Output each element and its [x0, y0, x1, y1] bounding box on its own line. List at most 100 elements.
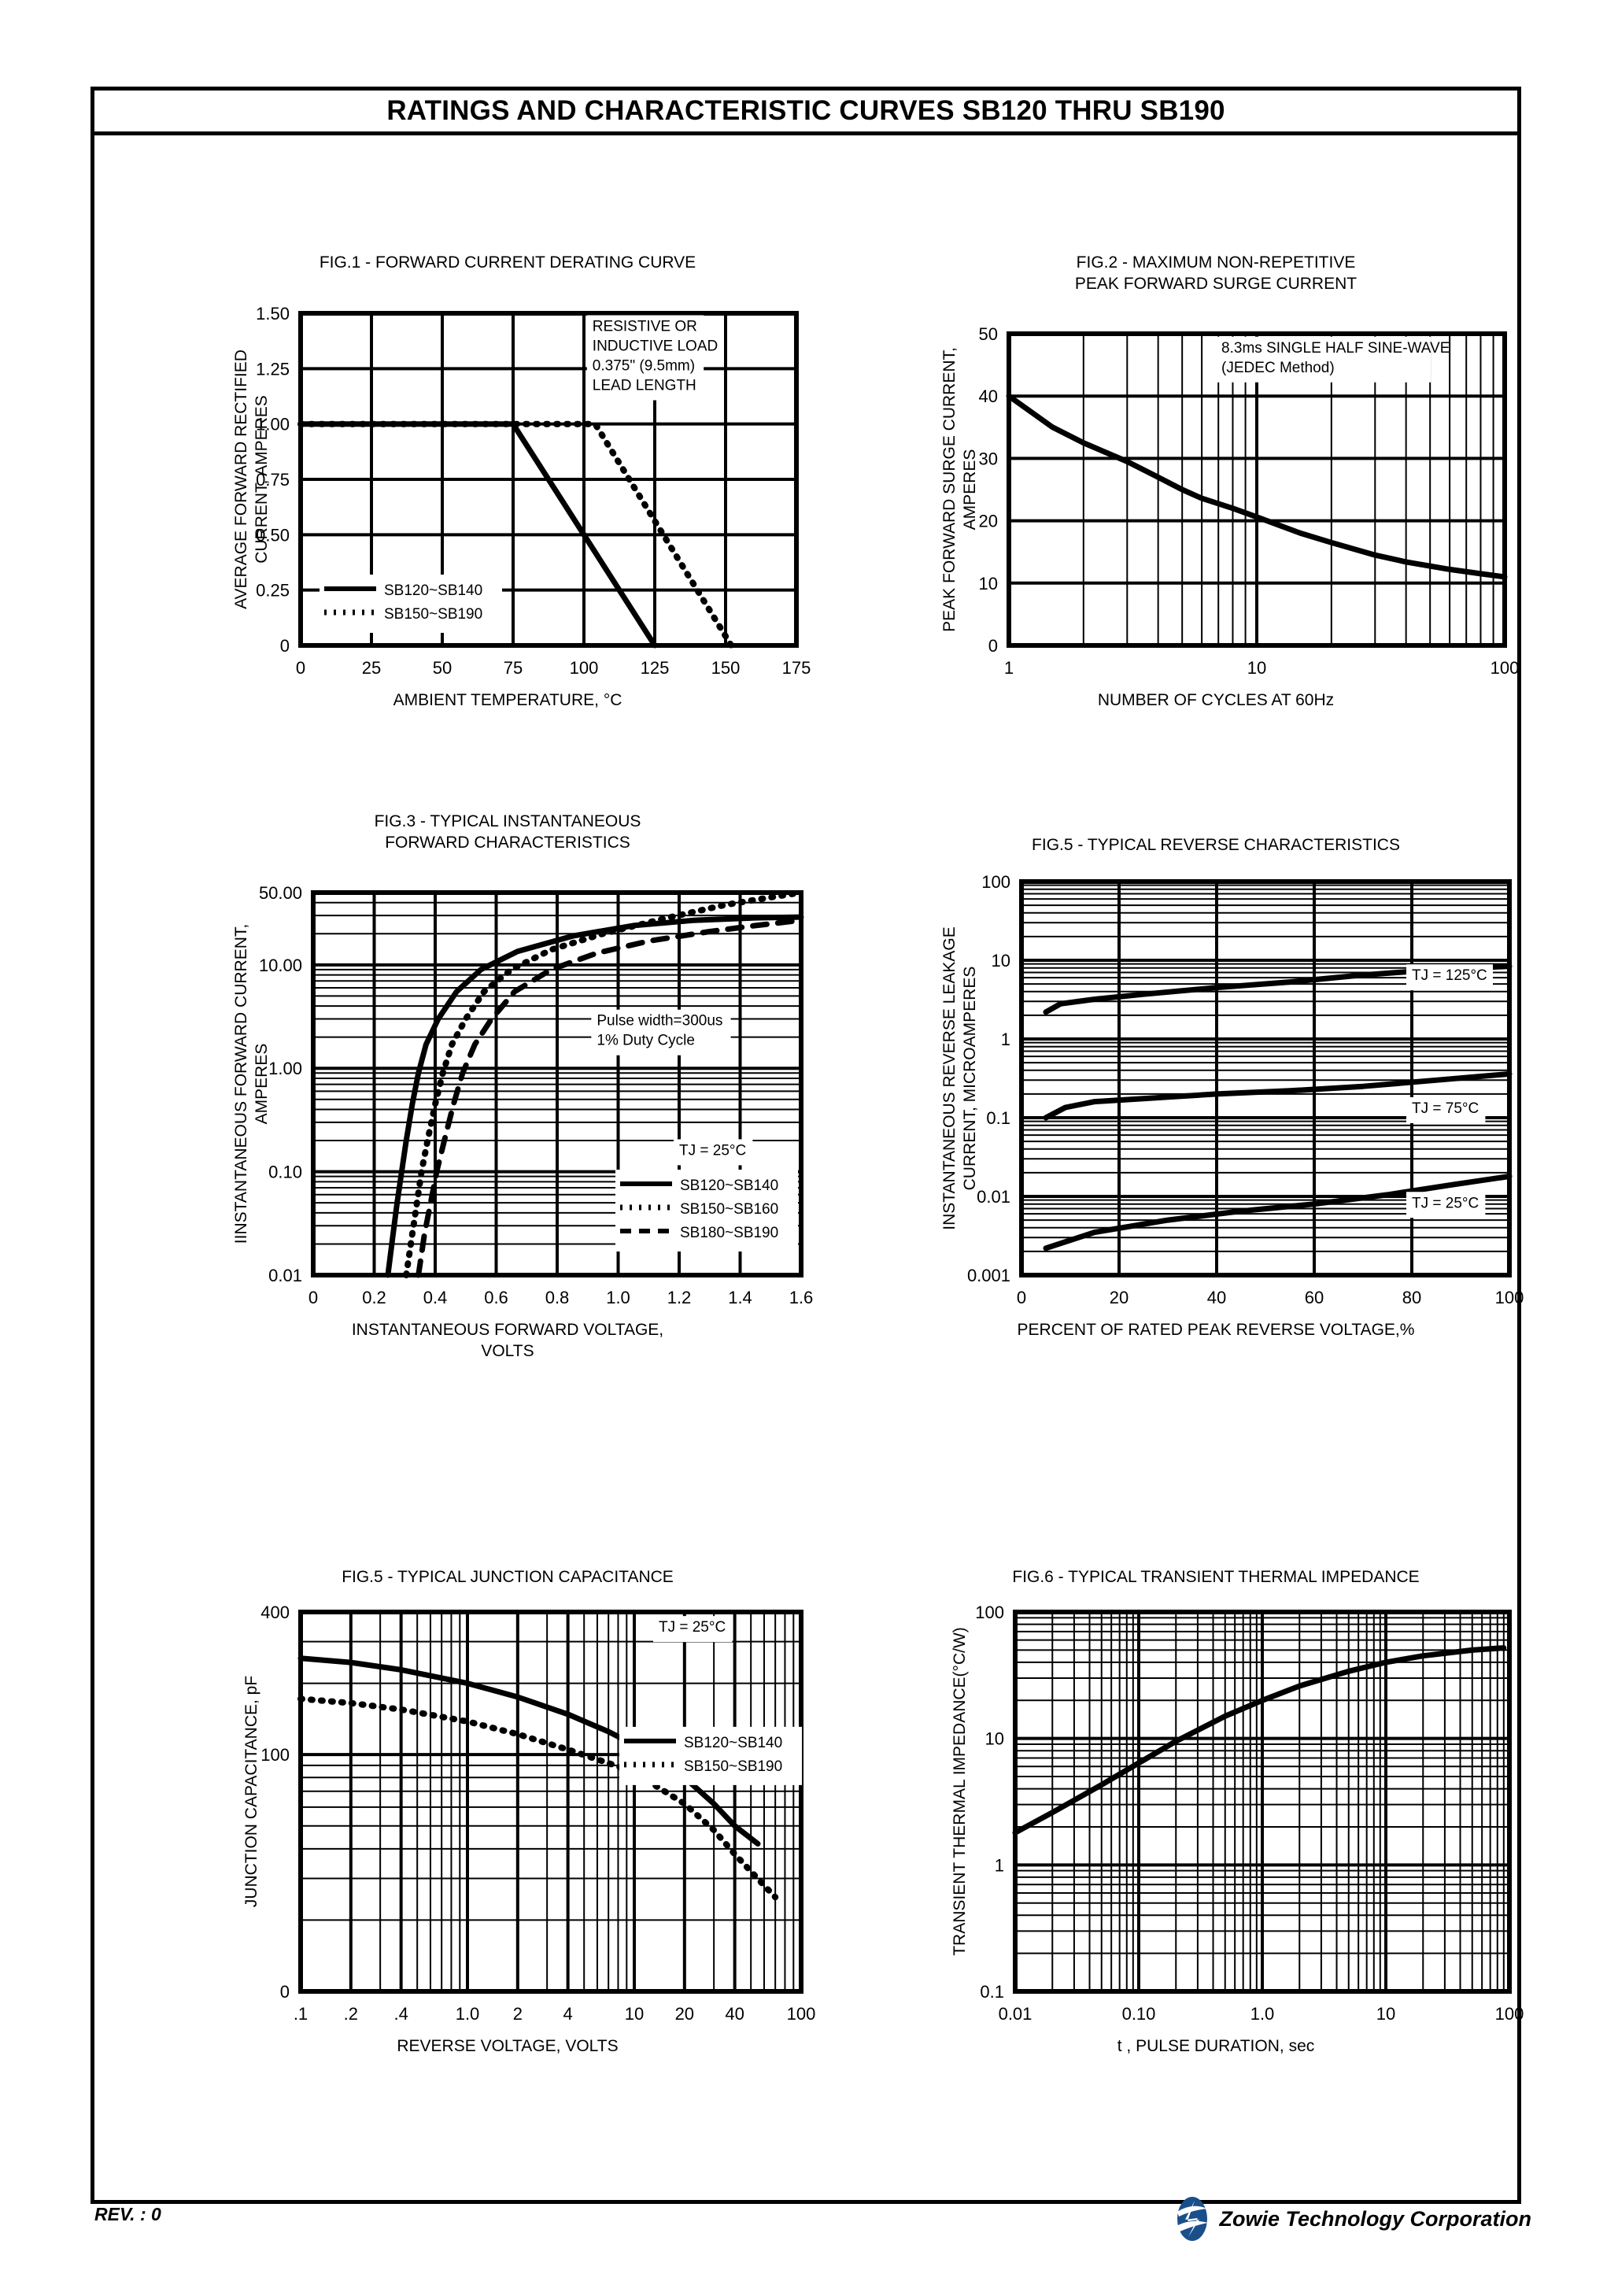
y-tick-label: 0 — [988, 636, 998, 656]
x-axis-title: REVERSE VOLTAGE, VOLTS — [397, 2037, 619, 2055]
data-series-line — [1006, 393, 1508, 580]
x-tick-label: 1.6 — [789, 1288, 814, 1307]
chart-annotation: TJ = 25°C — [659, 1619, 726, 1636]
x-tick-label: 10 — [1376, 2004, 1395, 2024]
plot-area: 0.01 0.10 1.0 10 100 0.1 1 10 100 — [975, 1603, 1524, 2024]
y-axis-title: AVERAGE FORWARD RECTIFIED CURRENT, AMPER… — [232, 349, 271, 609]
x-tick-label: 40 — [725, 2004, 744, 2024]
revision-label: REV. : 0 — [94, 2204, 161, 2224]
y-tick-label: 0.001 — [967, 1266, 1010, 1285]
figure-fig2: FIG.2 - MAXIMUM NON-REPETITIVE PEAK FORW… — [905, 252, 1527, 740]
x-axis-title: NUMBER OF CYCLES AT 60Hz — [1097, 691, 1335, 709]
company-name: Zowie Technology Corporation — [1219, 2206, 1532, 2231]
chart-annotation: TJ = 75°C — [1412, 1100, 1479, 1117]
data-series-line — [1043, 1174, 1513, 1252]
x-tick-label: .2 — [344, 2004, 358, 2024]
page-title-bar: RATINGS AND CHARACTERISTIC CURVES SB120 … — [91, 87, 1521, 135]
y-tick-label: 400 — [260, 1603, 290, 1622]
legend-label: SB150~SB190 — [384, 606, 482, 623]
y-tick-label: 0.1 — [980, 1982, 1004, 2002]
x-axis-title: INSTANTANEOUS FORWARD VOLTAGE, VOLTS — [351, 1321, 664, 1360]
x-tick-label: 125 — [641, 658, 670, 678]
data-series-line — [403, 889, 804, 1278]
chart-annotation: TJ = 125°C — [1412, 967, 1487, 984]
data-series-line — [416, 917, 804, 1278]
legend-label: SB150~SB190 — [684, 1758, 782, 1775]
x-tick-label: 25 — [362, 658, 381, 678]
chart-annotation: (JEDEC Method) — [1221, 360, 1335, 376]
y-tick-label: 10 — [985, 1729, 1004, 1749]
x-tick-label: 10 — [1247, 658, 1266, 678]
y-tick-label: 0.75 — [256, 470, 290, 490]
legend-label: SB120~SB140 — [680, 1178, 778, 1194]
x-tick-label: 1.0 — [456, 2004, 480, 2024]
y-tick-label: 1 — [1001, 1030, 1010, 1049]
y-tick-label: 0 — [280, 636, 290, 656]
y-tick-label: 0.1 — [986, 1108, 1010, 1128]
x-tick-label: 100 — [1495, 2004, 1524, 2024]
chart-annotation: 1% Duty Cycle — [597, 1033, 695, 1049]
x-tick-label: 1.0 — [606, 1288, 630, 1307]
chart-annotation: INDUCTIVE LOAD — [593, 338, 718, 355]
x-axis-title: AMBIENT TEMPERATURE, °C — [393, 691, 622, 709]
figure-title: FIG.3 - TYPICAL INSTANTANEOUS FORWARD CH… — [374, 812, 641, 852]
x-tick-label: 100 — [1491, 658, 1520, 678]
chart-annotation: RESISTIVE OR — [593, 319, 697, 335]
legend-label: SB180~SB190 — [680, 1225, 778, 1241]
y-tick-label: 10.00 — [259, 956, 302, 975]
x-tick-label: 40 — [1207, 1288, 1226, 1307]
figure-title: FIG.2 - MAXIMUM NON-REPETITIVE PEAK FORW… — [1074, 253, 1358, 293]
chart-annotation: Pulse width=300us — [597, 1013, 722, 1030]
y-tick-label: 0.01 — [977, 1187, 1010, 1207]
x-tick-label: 100 — [570, 658, 599, 678]
x-tick-label: 175 — [782, 658, 811, 678]
x-tick-label: 0 — [1017, 1288, 1026, 1307]
x-tick-label: 20 — [1110, 1288, 1129, 1307]
figure-title: FIG.1 - FORWARD CURRENT DERATING CURVE — [319, 253, 696, 272]
y-tick-label: 1.00 — [268, 1059, 302, 1078]
figure-fig5-reverse: FIG.5 - TYPICAL REVERSE CHARACTERISTICS 0… — [905, 834, 1527, 1425]
y-tick-label: 1.25 — [256, 359, 290, 379]
x-tick-label: 0.8 — [545, 1288, 570, 1307]
y-axis-title: TRANSIENT THERMAL IMPEDANCE(°C/W) — [951, 1627, 969, 1956]
y-tick-label: 0.01 — [268, 1266, 302, 1285]
x-tick-label: 1 — [1004, 658, 1014, 678]
plot-area: 0 0.2 0.4 0.6 0.8 1.0 1.2 1.4 1.6 0.01 0.10 1.00 10.… — [259, 883, 814, 1307]
y-tick-label: 100 — [260, 1745, 290, 1765]
y-tick-label: 10 — [992, 951, 1010, 971]
x-tick-label: 60 — [1305, 1288, 1324, 1307]
x-tick-label: 0 — [296, 658, 305, 678]
chart-annotation: TJ = 25°C — [679, 1142, 746, 1159]
chart-annotation: 0.375" (9.5mm) — [593, 358, 695, 375]
y-tick-label: 0.50 — [256, 525, 290, 545]
data-series-line — [297, 1655, 761, 1847]
x-tick-label: .1 — [294, 2004, 308, 2024]
y-tick-label: 1 — [995, 1855, 1004, 1875]
x-tick-label: 20 — [675, 2004, 694, 2024]
figure-title: FIG.6 - TYPICAL TRANSIENT THERMAL IMPEDA… — [1012, 1568, 1420, 1586]
company-branding: Zowie Technology Corporation — [1174, 2196, 1532, 2242]
x-tick-label: 80 — [1402, 1288, 1421, 1307]
y-tick-label: 100 — [981, 872, 1010, 892]
y-tick-label: 0 — [280, 1982, 290, 2002]
x-axis-title: PERCENT OF RATED PEAK REVERSE VOLTAGE,% — [1017, 1321, 1415, 1339]
legend-label: SB120~SB140 — [384, 582, 482, 599]
x-axis-title: t , PULSE DURATION, sec — [1117, 2037, 1315, 2055]
chart-annotation: 8.3ms SINGLE HALF SINE-WAVE — [1221, 340, 1450, 357]
x-tick-label: 2 — [513, 2004, 523, 2024]
y-tick-label: 1.00 — [256, 415, 290, 434]
y-tick-label: 50 — [979, 324, 998, 344]
x-tick-label: 1.0 — [1250, 2004, 1275, 2024]
chart-annotation: LEAD LENGTH — [593, 378, 696, 394]
y-tick-label: 20 — [979, 512, 998, 531]
data-series-line — [297, 420, 735, 649]
figure-title: FIG.5 - TYPICAL JUNCTION CAPACITANCE — [342, 1568, 674, 1586]
x-tick-label: 100 — [1495, 1288, 1524, 1307]
plot-area: 1 10 100 0 10 20 30 40 50 8.3ms SINGLE HALF SINE-… — [979, 324, 1520, 678]
y-tick-label: 30 — [979, 449, 998, 468]
figure-fig1: FIG.1 - FORWARD CURRENT DERATING CURVE 0 2… — [197, 252, 818, 740]
x-tick-label: 100 — [787, 2004, 816, 2024]
data-series-line — [297, 1695, 779, 1901]
x-tick-label: 0.01 — [999, 2004, 1032, 2024]
